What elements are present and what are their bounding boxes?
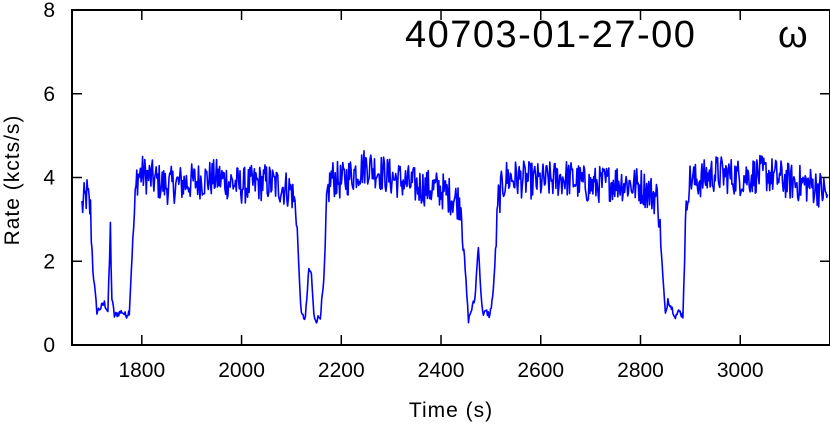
y-axis-label: Rate (kcts/s) bbox=[1, 115, 24, 246]
x-tick-label: 2800 bbox=[617, 359, 664, 382]
y-tick-label: 0 bbox=[43, 334, 55, 357]
x-tick-label: 2200 bbox=[318, 359, 365, 382]
x-tick-label: 3000 bbox=[717, 359, 764, 382]
rate-series-line bbox=[81, 150, 829, 324]
tick-marks bbox=[72, 9, 830, 346]
chart-title-symbol: ω bbox=[778, 14, 809, 56]
x-axis-label: Time (s) bbox=[409, 399, 493, 422]
x-tick-label: 1800 bbox=[118, 359, 165, 382]
x-tick-label: 2400 bbox=[418, 359, 465, 382]
y-tick-label: 8 bbox=[43, 0, 55, 22]
y-tick-label: 4 bbox=[43, 167, 55, 190]
y-tick-label: 6 bbox=[43, 83, 55, 106]
y-tick-label: 2 bbox=[43, 250, 55, 273]
x-tick-label: 2000 bbox=[218, 359, 265, 382]
x-tick-label: 2600 bbox=[517, 359, 564, 382]
chart-title: 40703-01-27-00 bbox=[405, 14, 696, 56]
tick-labels: 1800 2000 2200 2400 2600 2800 3000 0 2 4 6 8 bbox=[43, 0, 763, 382]
